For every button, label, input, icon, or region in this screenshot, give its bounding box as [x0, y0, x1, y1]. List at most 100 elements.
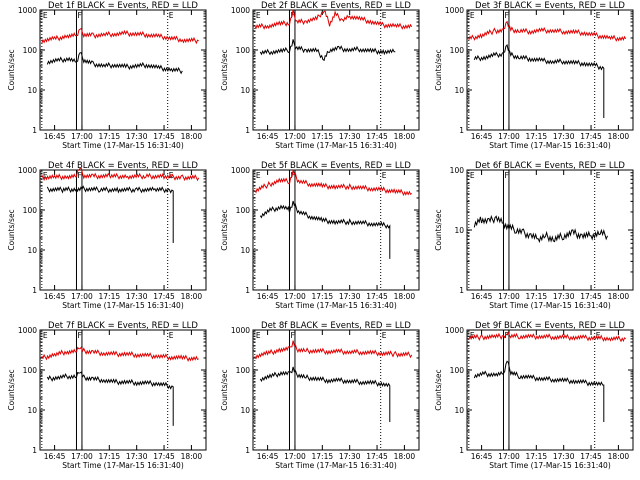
x-tick-label: 17:00	[71, 132, 93, 141]
x-axis-label: Start Time (17-Mar-15 16:31:40)	[62, 461, 184, 470]
y-tick-label: 10	[27, 406, 37, 415]
x-tick-label: 17:45	[153, 292, 175, 301]
x-tick-label: 17:15	[99, 132, 121, 141]
events-series-line	[46, 371, 174, 426]
x-tick-label: 17:45	[580, 292, 602, 301]
lld-series-line	[41, 346, 199, 362]
panel-title: Det 2f BLACK = Events, RED = LLD	[261, 1, 411, 11]
y-tick-label: 1000	[18, 6, 37, 15]
y-tick-label: 10	[27, 246, 37, 255]
y-axis-label: Counts/sec	[7, 49, 16, 90]
y-tick-label: 10	[240, 246, 250, 255]
x-tick-label: 17:45	[153, 132, 175, 141]
detector-panel: Det 3f BLACK = Events, RED = LLD 1 10 100 10…	[434, 1, 634, 150]
x-tick-label: 17:30	[126, 292, 148, 301]
x-tick-label: 16:45	[471, 132, 493, 141]
detector-panel: Det 1f BLACK = Events, RED = LLD 1 10 100 10…	[7, 1, 207, 150]
y-tick-label: 1000	[231, 6, 250, 15]
event-marker-label: E	[43, 331, 48, 340]
lld-series-line	[41, 27, 199, 45]
x-tick-label: 17:15	[526, 292, 548, 301]
x-tick-label: 17:15	[526, 452, 548, 461]
y-axis-label: Counts/sec	[220, 369, 229, 410]
x-tick-label: 17:45	[366, 452, 388, 461]
event-marker-label: E	[43, 11, 48, 20]
plot-frame	[252, 9, 420, 131]
x-axis-label: Start Time (17-Mar-15 16:31:40)	[62, 301, 184, 310]
x-tick-label: 16:45	[471, 292, 493, 301]
y-tick-label: 1	[245, 446, 250, 455]
y-tick-label: 100	[450, 46, 465, 55]
x-axis-label: Start Time (17-Mar-15 16:31:40)	[489, 301, 611, 310]
event-marker-label: F	[77, 11, 81, 20]
panel-title: Det 7f BLACK = Events, RED = LLD	[48, 321, 198, 331]
event-marker-label: F	[77, 171, 81, 180]
event-marker-label: E	[382, 171, 387, 180]
y-tick-label: 1	[32, 286, 37, 295]
event-marker-label: E	[382, 11, 387, 20]
x-tick-label: 18:00	[608, 452, 630, 461]
x-tick-label: 16:45	[257, 452, 279, 461]
x-tick-label: 17:45	[580, 132, 602, 141]
event-marker-label: E	[382, 331, 387, 340]
x-tick-label: 17:30	[126, 452, 148, 461]
plot-frame	[252, 329, 420, 451]
y-tick-label: 1000	[18, 326, 37, 335]
y-tick-label: 100	[450, 366, 465, 375]
x-tick-label: 18:00	[181, 132, 203, 141]
y-axis-label: Counts/sec	[7, 369, 16, 410]
y-tick-label: 1	[245, 286, 250, 295]
plot-frame	[466, 9, 634, 131]
event-marker-label: E	[169, 331, 174, 340]
y-tick-label: 10	[27, 86, 37, 95]
events-series-line	[46, 52, 183, 75]
x-tick-label: 16:45	[471, 452, 493, 461]
x-tick-label: 16:45	[257, 292, 279, 301]
detector-panel: Det 7f BLACK = Events, RED = LLD 1 10 100 10…	[7, 321, 207, 470]
x-tick-label: 17:00	[498, 452, 520, 461]
x-tick-label: 18:00	[394, 132, 416, 141]
detector-panel: Det 4f BLACK = Events, RED = LLD 1 10 100 10…	[7, 161, 207, 310]
y-tick-label: 1	[245, 126, 250, 135]
detector-panel: Det 2f BLACK = Events, RED = LLD 1 10 100 10…	[220, 1, 420, 150]
x-tick-label: 17:00	[498, 132, 520, 141]
x-tick-label: 17:00	[71, 452, 93, 461]
x-tick-label: 17:00	[71, 292, 93, 301]
event-marker-label: F	[504, 11, 508, 20]
detector-panel: Det 9f BLACK = Events, RED = LLD 1 10 100 10…	[434, 321, 634, 470]
x-tick-label: 17:00	[498, 292, 520, 301]
lld-series-line	[468, 20, 627, 42]
plot-frame	[39, 169, 207, 291]
panel-title: Det 9f BLACK = Events, RED = LLD	[475, 321, 625, 331]
x-tick-label: 17:30	[553, 292, 575, 301]
event-marker-label: E	[596, 331, 601, 340]
x-tick-label: 17:45	[366, 292, 388, 301]
lld-series-line	[254, 9, 413, 30]
x-tick-label: 17:15	[99, 452, 121, 461]
event-marker-label: F	[77, 331, 81, 340]
y-axis-label: Counts/sec	[434, 369, 443, 410]
lld-series-line	[468, 331, 627, 343]
x-tick-label: 18:00	[181, 452, 203, 461]
events-series-line	[473, 360, 605, 422]
x-tick-label: 18:00	[394, 292, 416, 301]
plot-frame	[39, 9, 207, 131]
x-tick-label: 18:00	[181, 292, 203, 301]
event-marker-label: E	[470, 11, 475, 20]
y-tick-label: 1	[32, 126, 37, 135]
y-tick-label: 100	[23, 206, 38, 215]
event-marker-label: F	[290, 331, 294, 340]
event-marker-label: E	[256, 11, 261, 20]
x-tick-label: 17:45	[580, 452, 602, 461]
x-tick-label: 17:15	[99, 292, 121, 301]
x-tick-label: 17:00	[284, 452, 306, 461]
x-tick-label: 18:00	[394, 452, 416, 461]
y-axis-label: Counts/sec	[434, 209, 443, 250]
x-tick-label: 17:30	[553, 132, 575, 141]
events-series-line	[473, 43, 605, 118]
x-tick-label: 17:30	[553, 452, 575, 461]
y-tick-label: 10	[454, 226, 464, 235]
events-series-line	[46, 185, 174, 243]
plot-frame	[252, 169, 420, 291]
x-axis-label: Start Time (17-Mar-15 16:31:40)	[275, 301, 397, 310]
